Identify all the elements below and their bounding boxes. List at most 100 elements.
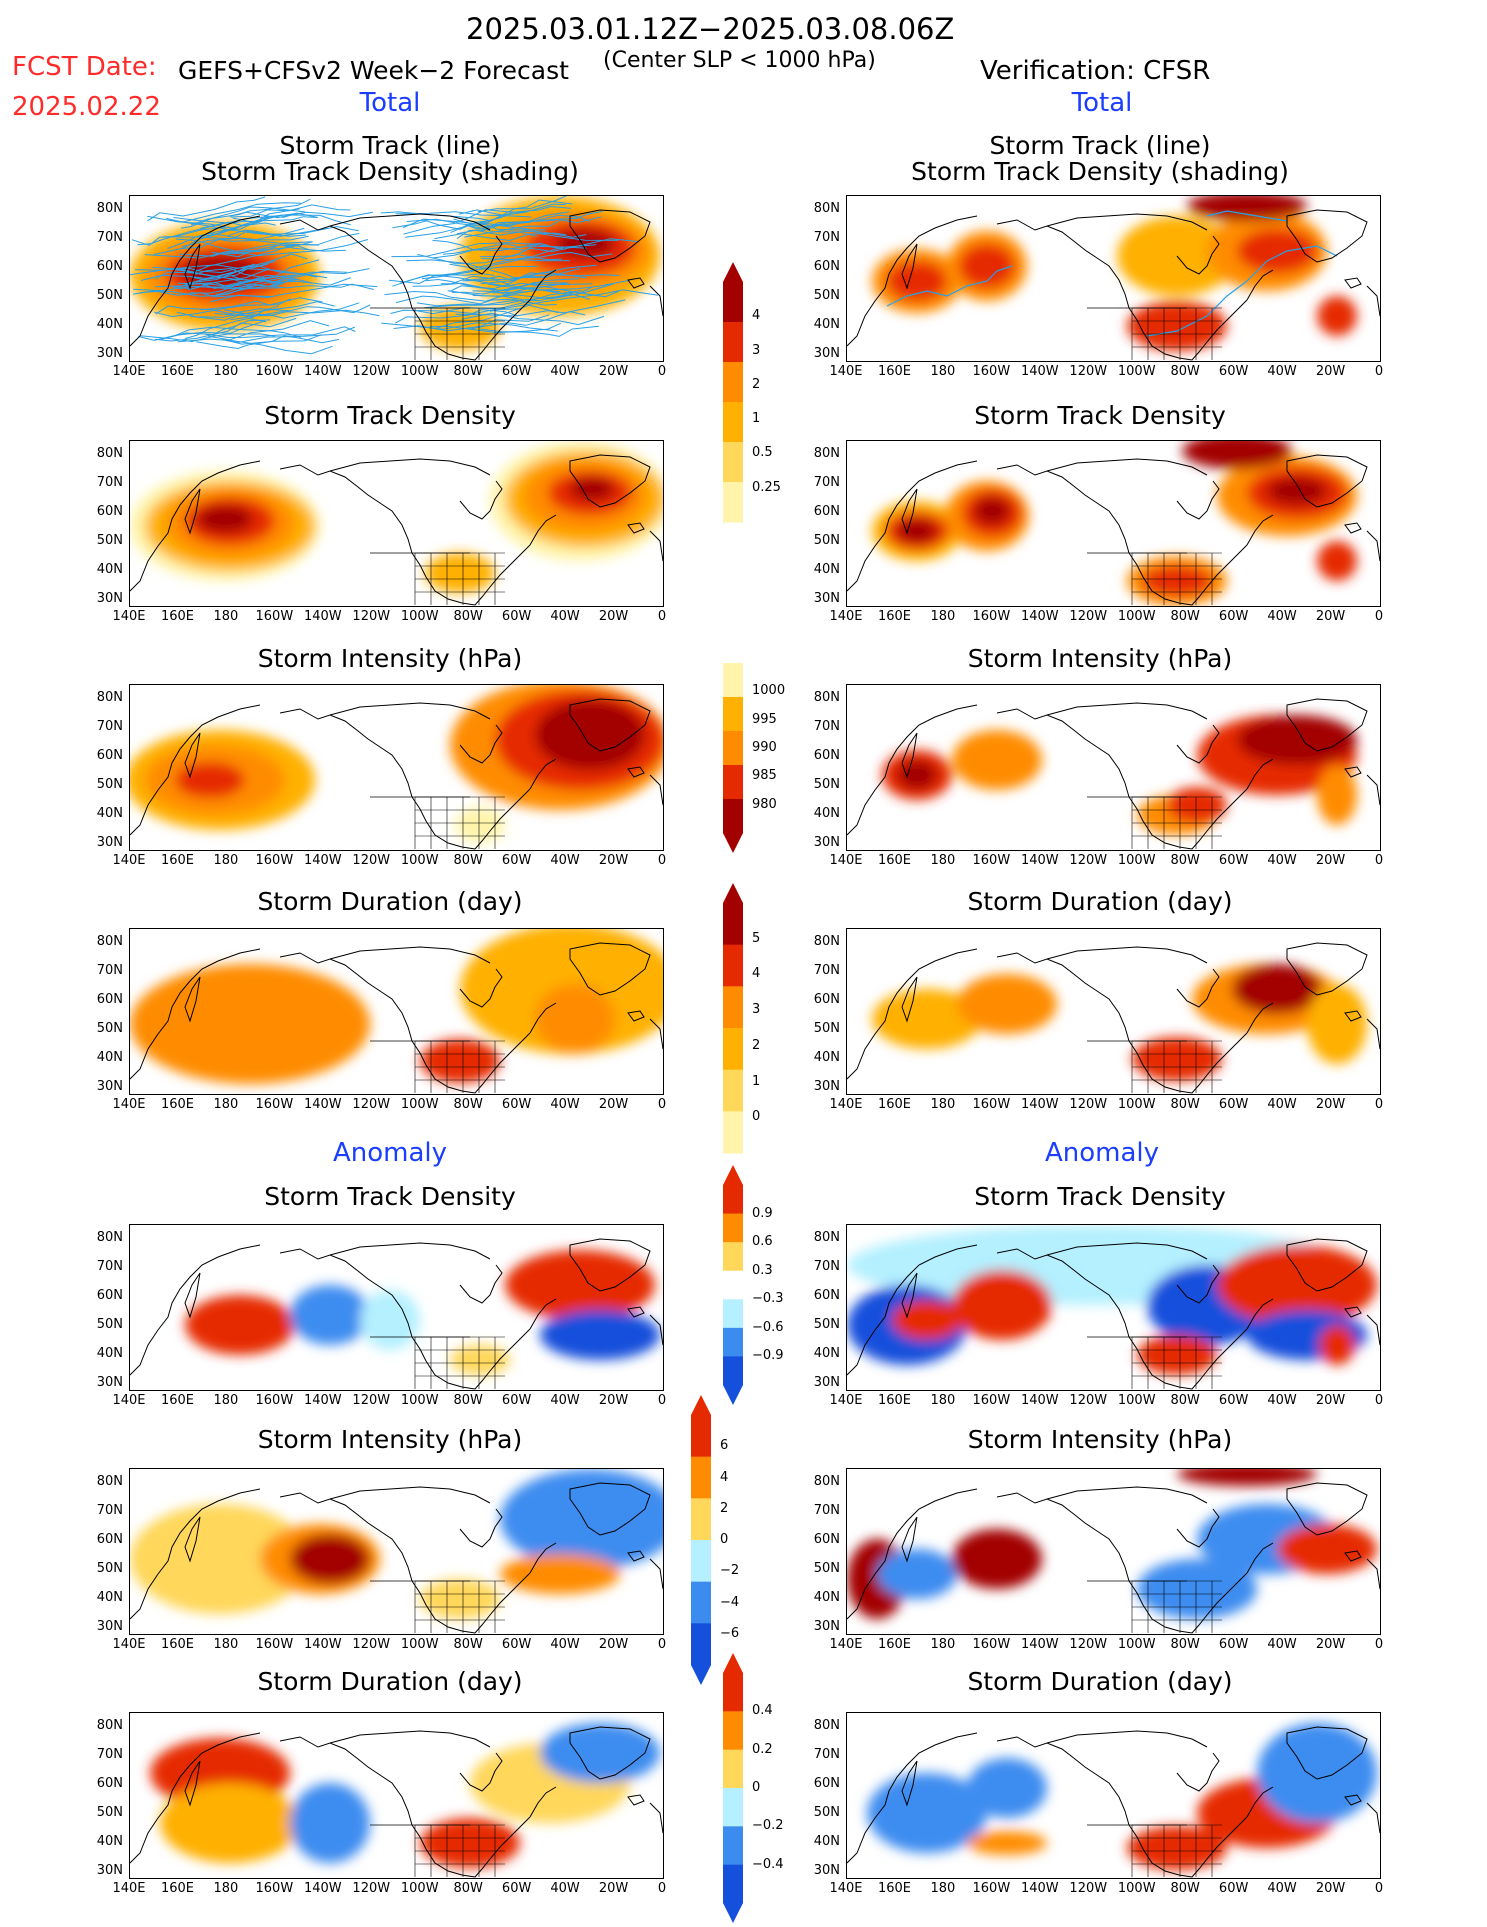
colorbar-intensity-total-label: 1000: [752, 683, 786, 699]
colorbar-duration-total-label: 5: [752, 930, 761, 946]
lon-tick-label: 100W: [400, 853, 439, 868]
title-track-sub-right: Storm Track Density (shading): [911, 157, 1289, 186]
lon-tick-label: 160E: [877, 1393, 911, 1408]
lon-tick-label: 140W: [1020, 1881, 1059, 1896]
title-anom-density-right: Storm Track Density: [974, 1182, 1226, 1211]
lon-tick-label: 80W: [453, 609, 483, 624]
colorbar-duration-total-label: 3: [752, 1002, 761, 1018]
lon-tick-label: 0: [657, 1881, 667, 1896]
fcst-date-label: FCST Date:: [12, 52, 157, 82]
lon-tick-label: 100W: [400, 1097, 439, 1112]
lon-tick-label: 40W: [1267, 1881, 1297, 1896]
title-intensity-left: Storm Intensity (hPa): [257, 644, 523, 673]
lat-tick-label: 30N: [96, 591, 123, 606]
lon-tick-label: 120W: [352, 364, 391, 379]
lon-tick-label: 140E: [112, 364, 146, 379]
colorbar-density-anom-label: −0.9: [752, 1348, 784, 1364]
lat-tick-label: 70N: [813, 1259, 840, 1274]
title-duration-left: Storm Duration (day): [257, 887, 523, 916]
lat-tick-label: 50N: [813, 288, 840, 303]
verification-density-map: [846, 440, 1381, 607]
colorbar-duration-total: [718, 883, 748, 1177]
lon-tick-label: 140W: [303, 1881, 342, 1896]
lon-tick-label: 0: [657, 853, 667, 868]
lon-tick-label: 140W: [303, 1097, 342, 1112]
lat-tick-label: 70N: [96, 719, 123, 734]
lon-tick-label: 60W: [501, 1393, 532, 1408]
lat-tick-label: 50N: [96, 1561, 123, 1576]
lon-tick-label: 40W: [550, 609, 580, 624]
colorbar-intensity-total: [718, 643, 748, 857]
verification-anom-duration-map: [846, 1712, 1381, 1879]
lon-tick-label: 160E: [160, 1393, 194, 1408]
lat-tick-label: 30N: [813, 835, 840, 850]
lon-tick-label: 80W: [1170, 1393, 1200, 1408]
lon-tick-label: 60W: [501, 609, 532, 624]
lat-tick-label: 70N: [96, 475, 123, 490]
lon-tick-label: 100W: [400, 1393, 439, 1408]
colorbar-duration-anom-label: −0.2: [752, 1818, 784, 1834]
colorbar-duration-total-label: 4: [752, 966, 761, 982]
lon-tick-label: 140E: [829, 1393, 863, 1408]
colorbar-intensity-anom-label: −6: [720, 1625, 740, 1641]
lon-tick-label: 160E: [877, 364, 911, 379]
lon-tick-label: 40W: [550, 1637, 580, 1652]
verification-duration-map: [846, 928, 1381, 1095]
section-total-right: Total: [1071, 88, 1133, 118]
lon-tick-label: 100W: [400, 1637, 439, 1652]
lon-tick-label: 80W: [1170, 1097, 1200, 1112]
lat-tick-label: 80N: [96, 1230, 123, 1245]
lon-tick-label: 180: [213, 1881, 239, 1896]
colorbar-density-anom-label: 0.6: [752, 1234, 773, 1250]
lon-tick-label: 100W: [400, 609, 439, 624]
title-track-sub-left: Storm Track Density (shading): [201, 157, 579, 186]
lat-tick-label: 50N: [96, 288, 123, 303]
lon-tick-label: 180: [213, 853, 239, 868]
lon-tick-label: 140W: [1020, 1637, 1059, 1652]
lat-tick-label: 80N: [96, 934, 123, 949]
lon-tick-label: 100W: [1117, 1637, 1156, 1652]
lon-tick-label: 180: [213, 364, 239, 379]
lon-tick-label: 0: [657, 364, 667, 379]
title-anom-duration-right: Storm Duration (day): [967, 1667, 1233, 1696]
lon-tick-label: 140E: [829, 853, 863, 868]
colorbar-intensity-anom-label: 6: [720, 1438, 729, 1454]
lat-tick-label: 80N: [813, 201, 840, 216]
lon-tick-label: 160E: [877, 853, 911, 868]
lon-tick-label: 120W: [352, 1097, 391, 1112]
colorbar-density-total-label: 0.5: [752, 445, 773, 461]
lon-tick-label: 40W: [1267, 364, 1297, 379]
lon-tick-label: 80W: [1170, 1881, 1200, 1896]
colorbar-density-anom-label: 0.3: [752, 1262, 773, 1278]
lat-tick-label: 50N: [96, 1021, 123, 1036]
lon-tick-label: 40W: [1267, 609, 1297, 624]
lat-tick-label: 60N: [813, 1532, 840, 1547]
colorbar-density-anom-label: −0.6: [752, 1319, 784, 1335]
lon-tick-label: 140E: [829, 609, 863, 624]
lon-tick-label: 180: [930, 1881, 956, 1896]
lon-tick-label: 140W: [1020, 609, 1059, 624]
lat-tick-label: 50N: [813, 1561, 840, 1576]
colorbar-intensity-anom: [686, 1395, 716, 1689]
lat-tick-label: 30N: [96, 1863, 123, 1878]
lon-tick-label: 40W: [550, 1393, 580, 1408]
lat-tick-label: 40N: [813, 1834, 840, 1849]
title-anom-intensity-right: Storm Intensity (hPa): [967, 1425, 1233, 1454]
lat-tick-label: 60N: [813, 259, 840, 274]
lon-tick-label: 120W: [1069, 364, 1108, 379]
lon-tick-label: 0: [657, 1097, 667, 1112]
lat-tick-label: 70N: [96, 1259, 123, 1274]
lat-tick-label: 80N: [813, 1718, 840, 1733]
lon-tick-label: 40W: [550, 853, 580, 868]
forecast-track-map: [129, 195, 664, 362]
lon-tick-label: 40W: [1267, 1637, 1297, 1652]
lat-tick-label: 80N: [813, 934, 840, 949]
lon-tick-label: 160E: [160, 609, 194, 624]
lat-tick-label: 50N: [96, 533, 123, 548]
lat-tick-label: 40N: [813, 1590, 840, 1605]
lat-tick-label: 60N: [96, 1532, 123, 1547]
lat-tick-label: 30N: [96, 346, 123, 361]
lat-tick-label: 50N: [813, 533, 840, 548]
lon-tick-label: 140W: [303, 1393, 342, 1408]
lon-tick-label: 20W: [598, 364, 629, 379]
